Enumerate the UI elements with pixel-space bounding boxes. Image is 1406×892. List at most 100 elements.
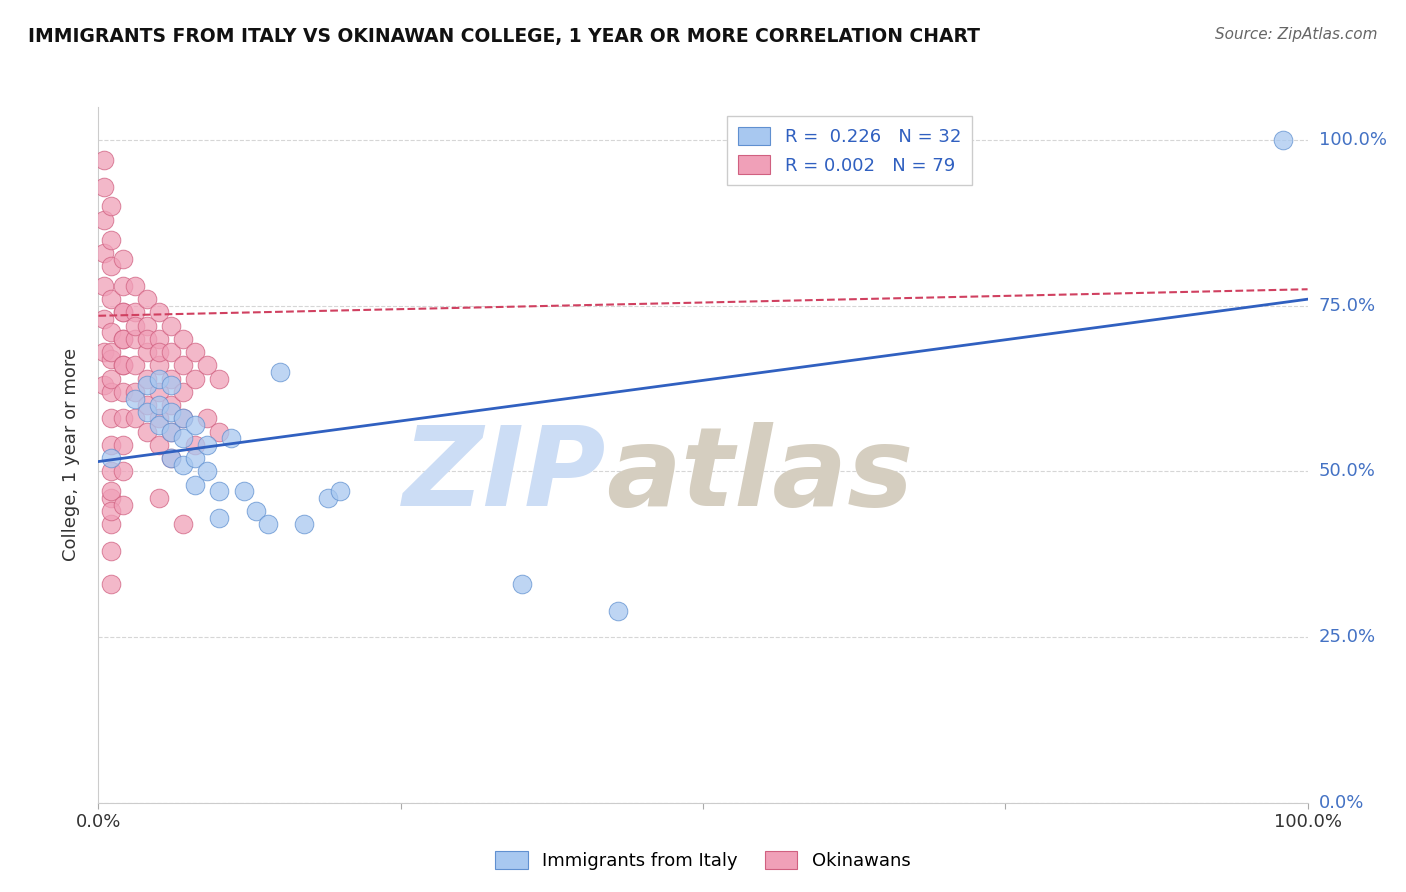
Point xyxy=(100,199,122,213)
Point xyxy=(124,305,146,319)
Text: IMMIGRANTS FROM ITALY VS OKINAWAN COLLEGE, 1 YEAR OR MORE CORRELATION CHART: IMMIGRANTS FROM ITALY VS OKINAWAN COLLEG… xyxy=(28,27,980,45)
Point xyxy=(148,411,170,425)
Point xyxy=(93,245,115,260)
Point xyxy=(160,372,183,386)
Point xyxy=(111,359,134,373)
Point xyxy=(172,458,194,472)
Point xyxy=(184,438,207,452)
Point xyxy=(100,384,122,399)
Point xyxy=(111,498,134,512)
Point xyxy=(124,384,146,399)
Point xyxy=(100,438,122,452)
Point xyxy=(292,517,315,532)
Point xyxy=(135,405,157,419)
Text: 0.0%: 0.0% xyxy=(1319,794,1364,812)
Point xyxy=(100,517,122,532)
Point xyxy=(111,332,134,346)
Point xyxy=(148,398,170,412)
Point xyxy=(148,372,170,386)
Point xyxy=(208,511,231,525)
Point xyxy=(124,279,146,293)
Point xyxy=(111,305,134,319)
Point xyxy=(135,372,157,386)
Point xyxy=(329,484,352,499)
Point xyxy=(172,384,194,399)
Point xyxy=(184,345,207,359)
Point xyxy=(93,312,115,326)
Point xyxy=(124,332,146,346)
Point xyxy=(111,384,134,399)
Y-axis label: College, 1 year or more: College, 1 year or more xyxy=(62,349,80,561)
Text: atlas: atlas xyxy=(606,422,914,529)
Point xyxy=(111,411,134,425)
Point xyxy=(269,365,291,379)
Text: 100.0%: 100.0% xyxy=(1319,131,1386,149)
Point xyxy=(160,398,183,412)
Point xyxy=(135,292,157,306)
Point xyxy=(100,326,122,340)
Point xyxy=(1272,133,1295,147)
Point xyxy=(135,378,157,392)
Point xyxy=(510,577,533,591)
Point xyxy=(160,378,183,392)
Point xyxy=(316,491,339,505)
Point xyxy=(124,359,146,373)
Point xyxy=(172,431,194,445)
Point xyxy=(160,405,183,419)
Point xyxy=(148,345,170,359)
Point xyxy=(184,372,207,386)
Point xyxy=(172,359,194,373)
Point xyxy=(195,438,218,452)
Point xyxy=(93,153,115,167)
Point xyxy=(100,484,122,499)
Point xyxy=(111,305,134,319)
Text: 75.0%: 75.0% xyxy=(1319,297,1376,315)
Point xyxy=(256,517,278,532)
Point xyxy=(148,305,170,319)
Point xyxy=(245,504,267,518)
Point xyxy=(100,491,122,505)
Point xyxy=(172,332,194,346)
Text: 25.0%: 25.0% xyxy=(1319,628,1376,646)
Point xyxy=(160,425,183,439)
Point xyxy=(135,398,157,412)
Point xyxy=(160,318,183,333)
Point xyxy=(100,411,122,425)
Point xyxy=(111,332,134,346)
Point xyxy=(195,465,218,479)
Point xyxy=(100,544,122,558)
Point xyxy=(160,451,183,466)
Point xyxy=(135,318,157,333)
Point xyxy=(100,465,122,479)
Point xyxy=(172,411,194,425)
Point xyxy=(100,351,122,366)
Point xyxy=(93,378,115,392)
Point xyxy=(208,484,231,499)
Point xyxy=(100,504,122,518)
Point xyxy=(111,359,134,373)
Point xyxy=(148,491,170,505)
Point xyxy=(232,484,254,499)
Point xyxy=(221,431,243,445)
Point xyxy=(195,359,218,373)
Point xyxy=(124,411,146,425)
Point xyxy=(111,465,134,479)
Point xyxy=(607,604,630,618)
Legend: Immigrants from Italy, Okinawans: Immigrants from Italy, Okinawans xyxy=(488,844,918,877)
Point xyxy=(100,345,122,359)
Point xyxy=(135,345,157,359)
Point xyxy=(208,372,231,386)
Point xyxy=(195,411,218,425)
Point xyxy=(148,384,170,399)
Point xyxy=(93,179,115,194)
Point xyxy=(124,318,146,333)
Point xyxy=(100,451,122,466)
Point xyxy=(100,577,122,591)
Point xyxy=(172,517,194,532)
Point xyxy=(100,233,122,247)
Point xyxy=(100,292,122,306)
Point xyxy=(111,252,134,267)
Point xyxy=(160,451,183,466)
Text: 50.0%: 50.0% xyxy=(1319,462,1375,481)
Point xyxy=(184,477,207,491)
